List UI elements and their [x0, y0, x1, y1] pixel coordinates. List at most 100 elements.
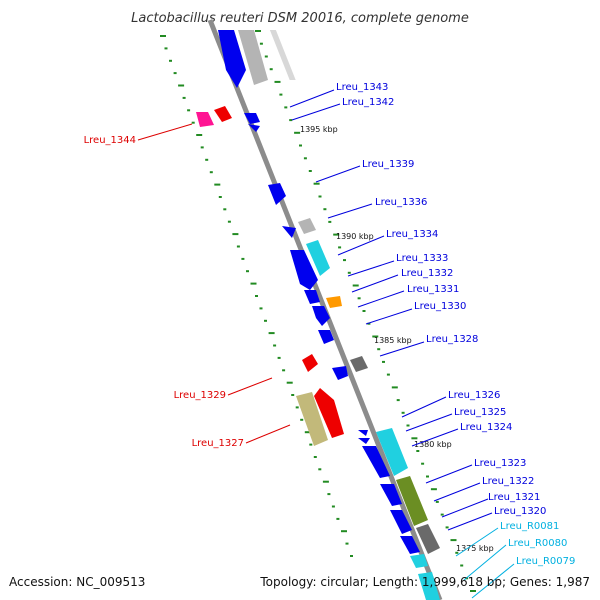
scale-label: 1380 kbp — [414, 440, 452, 449]
gene-block-khaki — [296, 392, 328, 446]
gene-block-red — [214, 106, 232, 122]
gene-label[interactable]: Lreu_1342 — [342, 97, 394, 108]
gc-tick — [470, 590, 476, 592]
gc-tick — [209, 171, 213, 174]
gc-tick — [294, 131, 301, 134]
gene-features — [196, 30, 440, 600]
gc-tick — [187, 109, 191, 112]
gene-block-blue — [332, 366, 348, 380]
gc-tick — [178, 84, 185, 87]
scale-label: 1375 kbp — [456, 544, 494, 553]
gc-tick — [173, 72, 177, 75]
gene-block-blue — [304, 290, 320, 304]
gc-tick — [435, 500, 439, 503]
gene-block-pink — [196, 112, 214, 127]
gc-tick — [196, 134, 203, 136]
gc-tick — [327, 493, 331, 496]
gene-block-grey-light — [269, 30, 296, 80]
gc-tick — [331, 505, 335, 508]
gc-tick — [255, 295, 258, 297]
gc-tick — [333, 233, 340, 236]
gene-block-cyan — [418, 572, 440, 600]
gene-label[interactable]: Lreu_1320 — [494, 506, 546, 517]
gene-label[interactable]: Lreu_1330 — [414, 301, 466, 312]
gene-block-blue — [218, 30, 246, 88]
gc-tick — [377, 348, 381, 351]
gc-tick — [345, 542, 349, 545]
gene-label[interactable]: Lreu_R0079 — [516, 556, 575, 567]
gene-label[interactable]: Lreu_1329 — [174, 390, 226, 401]
gc-tick — [255, 30, 261, 32]
gc-tick — [160, 35, 166, 37]
gene-label[interactable]: Lreu_1344 — [84, 135, 136, 146]
gc-tick — [372, 335, 379, 338]
gene-label[interactable]: Lreu_1327 — [192, 438, 244, 449]
scale-label: 1385 kbp — [374, 336, 412, 345]
gc-tick — [362, 310, 366, 312]
gc-tick — [303, 157, 307, 160]
gc-tick — [411, 437, 418, 440]
gene-label[interactable]: Lreu_1326 — [448, 390, 500, 401]
gc-tick — [308, 170, 312, 172]
gc-tick — [347, 271, 351, 274]
gc-tick — [396, 399, 400, 402]
gc-tick — [232, 233, 239, 236]
gene-label[interactable]: Lreu_1328 — [426, 334, 478, 345]
gc-tick — [286, 381, 293, 384]
gc-tick — [259, 307, 263, 310]
gene-label[interactable]: Lreu_1343 — [336, 82, 388, 93]
gene-label[interactable]: Lreu_1324 — [460, 422, 512, 433]
gc-tick — [289, 119, 293, 122]
gene-label[interactable]: Lreu_1321 — [488, 492, 540, 503]
gc-tick — [269, 68, 273, 71]
gc-tick — [169, 59, 172, 62]
gc-tick — [200, 146, 204, 149]
gene-label[interactable]: Lreu_1333 — [396, 253, 448, 264]
gene-label[interactable]: Lreu_1334 — [386, 229, 438, 240]
gc-tick — [279, 93, 283, 96]
gc-tick — [445, 526, 449, 529]
gc-tick — [426, 475, 429, 478]
gene-block-blue — [268, 183, 286, 205]
gene-block-cyan — [376, 428, 408, 476]
gc-tick — [416, 450, 420, 452]
gene-label[interactable]: Lreu_1336 — [375, 197, 427, 208]
gene-block-blue — [312, 306, 330, 326]
gc-tick — [191, 121, 195, 124]
gc-tick — [304, 431, 311, 434]
gc-tick — [284, 106, 288, 109]
gc-tick — [214, 183, 221, 186]
gene-block-dark-grey — [416, 524, 440, 554]
gc-tick — [223, 208, 227, 211]
gc-tick — [382, 360, 385, 363]
gc-tick — [218, 196, 222, 198]
gene-block-grey — [238, 30, 268, 85]
gc-tick — [246, 270, 249, 273]
gene-label[interactable]: Lreu_1322 — [482, 476, 534, 487]
gc-tick — [460, 564, 464, 567]
gene-block-orange — [326, 296, 342, 308]
gene-label[interactable]: Lreu_1323 — [474, 458, 526, 469]
gc-tick — [318, 195, 322, 198]
gc-tick — [328, 220, 332, 223]
gene-block-blue — [290, 250, 318, 290]
gc-tick — [386, 373, 390, 376]
gc-tick — [406, 424, 410, 427]
gene-label[interactable]: Lreu_1332 — [401, 268, 453, 279]
gc-tick — [268, 332, 275, 335]
gene-label[interactable]: Lreu_1325 — [454, 407, 506, 418]
gene-label[interactable]: Lreu_R0080 — [508, 538, 567, 549]
gene-block-blue — [358, 430, 368, 436]
gene-block-blue — [390, 510, 412, 534]
gc-tick — [455, 551, 459, 554]
gene-label[interactable]: Lreu_R0081 — [500, 521, 559, 532]
gene-label[interactable]: Lreu_1331 — [407, 284, 459, 295]
accession-text: Accession: NC_009513 — [9, 575, 145, 589]
gc-tick — [322, 480, 329, 483]
gc-tick — [421, 462, 425, 465]
gene-block-blue — [358, 438, 370, 444]
gc-tick — [450, 539, 457, 542]
gene-label[interactable]: Lreu_1339 — [362, 159, 414, 170]
gc-tick — [250, 282, 257, 285]
